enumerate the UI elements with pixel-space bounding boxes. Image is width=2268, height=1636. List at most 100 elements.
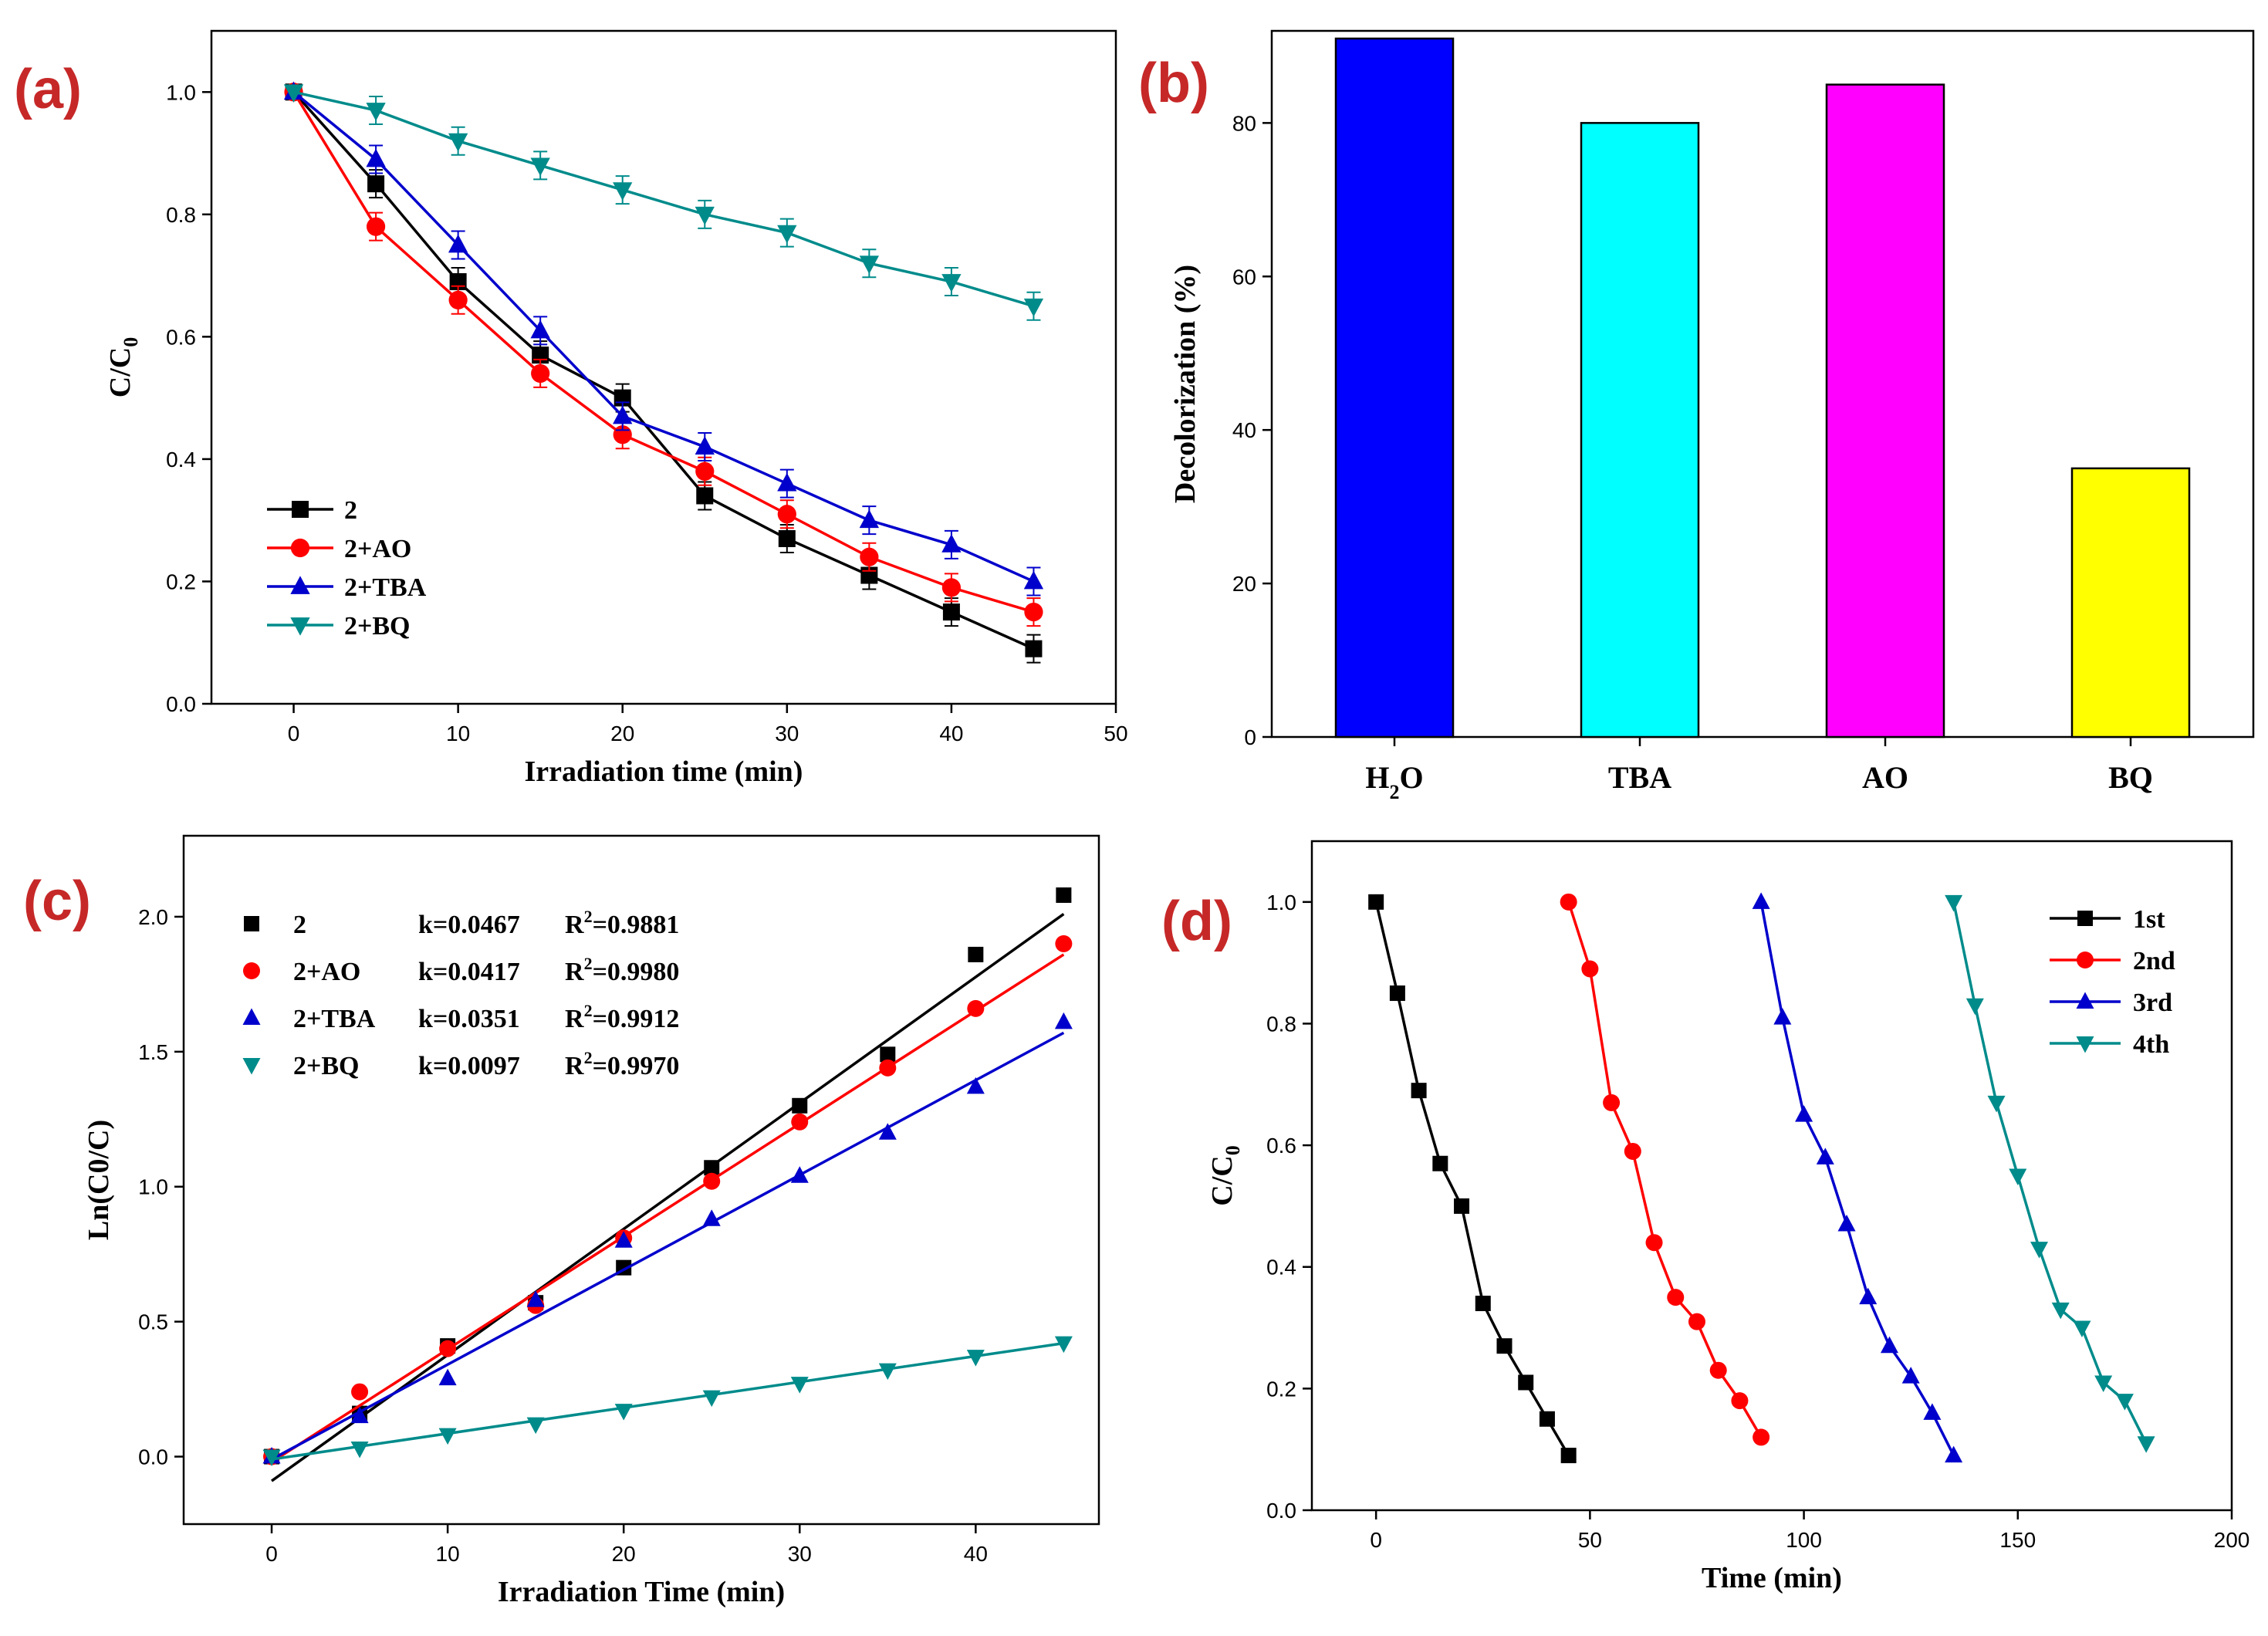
y-tick-label: 1.0 [166, 80, 196, 104]
data-point [530, 157, 550, 177]
data-point [1518, 1374, 1534, 1391]
data-point [695, 436, 715, 455]
legend-k-value: k=0.0097 [418, 1052, 520, 1080]
data-point [1054, 1012, 1073, 1029]
legend-marker [290, 538, 310, 558]
data-point [777, 225, 797, 244]
data-point [351, 1383, 369, 1401]
y-tick-label: 0.2 [1266, 1377, 1296, 1401]
data-point [1389, 985, 1405, 1002]
series-line-4th [1952, 901, 2148, 1445]
data-point [350, 1406, 369, 1424]
data-point [366, 217, 386, 236]
fit-line-2+TBA [271, 1031, 1065, 1461]
data-point [1024, 602, 1043, 622]
y-tick-label: 0.6 [166, 325, 196, 349]
data-point [879, 1059, 897, 1077]
legend-label: 2+BQ [344, 612, 411, 641]
series-line-2 [292, 91, 1035, 651]
y-tick-label: 0 [1244, 725, 1256, 749]
legend-marker [242, 1058, 261, 1075]
y-tick-label: 1.5 [138, 1040, 168, 1064]
data-point [1560, 1448, 1577, 1464]
x-tick-label: 10 [446, 722, 470, 745]
data-point [1581, 960, 1599, 978]
data-point [695, 461, 715, 481]
data-point [1054, 1336, 1073, 1354]
data-point [448, 234, 468, 253]
legend-label: 2+TBA [344, 573, 427, 602]
bar-H [1334, 37, 1455, 739]
legend-label: 2 [293, 911, 306, 939]
data-point [367, 175, 385, 193]
data-point [778, 529, 796, 547]
x-tick-label: 30 [775, 722, 799, 745]
legend-marker [243, 962, 260, 979]
data-point [2137, 1436, 2155, 1453]
data-point [614, 1404, 633, 1421]
data-point [366, 103, 386, 121]
data-point [859, 509, 880, 529]
data-point [1496, 1338, 1513, 1354]
x-tick-label: 0 [288, 722, 300, 745]
data-point [262, 1449, 281, 1467]
data-point [968, 946, 984, 962]
legend-marker [292, 501, 309, 518]
data-point [350, 1442, 369, 1459]
x-tick-label: 0 [1370, 1528, 1382, 1552]
y-tick-label: 1.0 [138, 1175, 168, 1199]
panel-label-c: (c) [23, 870, 91, 932]
legend-r2-value: R2=0.9912 [565, 1001, 679, 1033]
data-point [1055, 935, 1073, 952]
y-tick-label: 60 [1232, 265, 1256, 289]
legend-label: 2+BQ [293, 1052, 360, 1080]
category-label: TBA [1608, 760, 1671, 795]
x-axis-title: Irradiation time (min) [525, 755, 803, 788]
plot-frame [182, 834, 1100, 1526]
y-tick-label: 0.8 [1266, 1012, 1296, 1036]
data-point [1859, 1287, 1878, 1305]
series-line-2+AO [292, 91, 1034, 614]
data-point [790, 1377, 809, 1394]
fit-line-2+AO [271, 953, 1065, 1464]
data-point [1731, 1392, 1749, 1410]
data-point [1667, 1289, 1685, 1306]
legend-k-value: k=0.0417 [418, 958, 520, 986]
data-point [941, 274, 962, 292]
y-tick-label: 0.0 [138, 1445, 168, 1469]
data-point [702, 1209, 721, 1226]
data-point [704, 1160, 720, 1176]
data-point [1056, 887, 1072, 903]
data-point [1025, 640, 1043, 657]
y-tick-label: 20 [1232, 572, 1256, 596]
x-tick-label: 50 [1104, 722, 1127, 745]
data-point [1023, 298, 1044, 317]
x-tick-label: 40 [964, 1542, 988, 1566]
legend-k-value: k=0.0467 [418, 911, 520, 939]
plot-frame [1270, 29, 2255, 739]
data-point [613, 182, 633, 201]
data-point [1454, 1198, 1470, 1214]
data-point [941, 534, 962, 553]
data-point [438, 1368, 457, 1386]
data-point [2009, 1168, 2027, 1185]
data-point [1773, 1008, 1792, 1025]
data-point [1709, 1361, 1727, 1379]
series-line-2nd [1567, 901, 1763, 1438]
data-point [1411, 1083, 1427, 1099]
data-point [1603, 1093, 1621, 1111]
y-axis-title: C/C0 [104, 337, 142, 397]
fit-line-2+BQ [271, 1341, 1064, 1461]
x-tick-label: 100 [1786, 1528, 1822, 1552]
data-point [1923, 1403, 1942, 1420]
category-label: BQ [2108, 760, 2153, 795]
data-point [878, 1363, 897, 1381]
data-point [1752, 892, 1770, 909]
data-point [1432, 1155, 1448, 1171]
data-point [1816, 1148, 1834, 1164]
x-tick-label: 0 [265, 1542, 278, 1566]
data-point [791, 1113, 809, 1131]
data-point [2030, 1242, 2049, 1259]
data-point [2073, 1320, 2091, 1338]
